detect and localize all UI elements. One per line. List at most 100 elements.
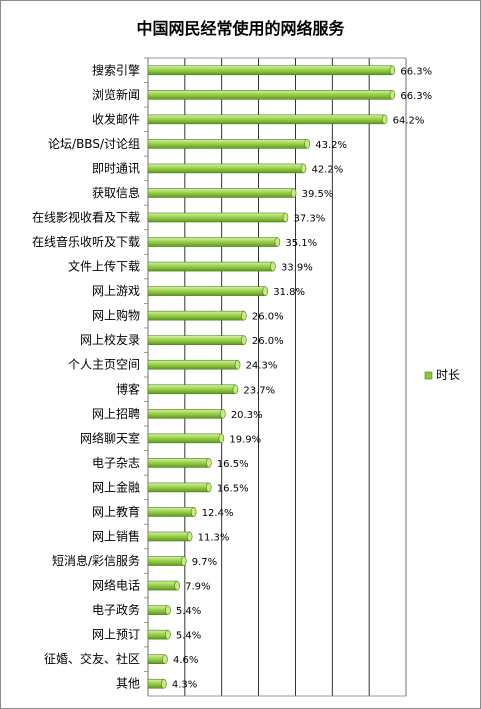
category-label: 在线影视收看及下载 [32,210,140,225]
bar-cap [270,261,276,272]
bar-cap [220,409,226,419]
category-label: 短消息/彩信服务 [52,553,140,568]
chart-title: 中国网民经常使用的网络服务 [136,19,345,38]
bar [147,237,278,247]
bar-cap [241,310,247,321]
data-label: 35.1% [285,238,317,249]
bar [147,139,308,149]
category-label: 其他 [116,677,140,691]
category-label: 电子杂志 [92,456,140,470]
bar [147,212,286,223]
category-label: 即时通讯 [92,161,140,175]
data-label: 16.5% [217,483,249,494]
bar-cap [206,482,212,493]
data-label: 12.4% [202,508,234,519]
bar [147,114,385,125]
bar-cap [162,654,168,664]
category-label: 文件上传下载 [68,259,140,274]
bar-cap [206,458,212,468]
category-label: 网上预订 [92,628,140,642]
bar-cap [180,556,187,566]
data-label: 37.3% [293,214,325,225]
data-label: 20.3% [231,410,263,421]
data-label: 39.5% [302,189,334,200]
bar-cap [381,114,388,125]
bar-cap [241,335,247,345]
data-label: 19.9% [229,434,261,445]
category-label: 网络电话 [92,578,140,593]
bar-cap [282,212,289,223]
bar [147,384,236,395]
data-label: 64.2% [393,115,425,126]
bar [147,65,393,76]
category-label: 收发邮件 [92,111,140,126]
bar-cap [174,580,180,591]
data-label: 5.4% [176,606,201,617]
data-label: 4.3% [172,680,197,691]
category-label: 在线音乐收听及下载 [32,234,140,249]
bar-cap [161,678,167,689]
bar [147,433,222,444]
category-label: 个人主页空间 [68,358,140,372]
bar-cap [218,433,225,444]
bar-cap [304,139,311,149]
category-label: 获取信息 [92,185,140,200]
bar [147,310,245,321]
category-label: 电子政务 [92,602,140,617]
bar [147,335,245,345]
category-label: 论坛/BBS/讨论组 [48,137,140,151]
category-label: 网络聊天室 [80,430,140,445]
bar [147,605,169,615]
data-label: 42.2% [312,164,344,175]
data-label: 26.0% [252,312,284,323]
category-label: 网上购物 [92,308,140,323]
data-label: 26.0% [252,336,284,347]
bar-cap [165,605,171,615]
data-label: 4.6% [173,655,198,666]
data-label: 11.3% [198,533,230,544]
bar [147,188,294,198]
bar-cap [389,90,396,100]
data-label: 33.9% [281,263,313,274]
data-label: 31.8% [273,287,305,298]
bar-cap [300,163,307,174]
data-label: 66.3% [400,66,432,77]
bar [147,629,169,640]
bar [147,163,304,174]
category-label: 网上销售 [92,529,140,544]
category-label: 网上教育 [92,504,140,519]
bar-cap [290,188,297,198]
bar [147,580,178,591]
data-label: 43.2% [315,140,347,151]
bar-cap [232,384,239,395]
data-label: 9.7% [192,557,217,568]
bar [147,90,393,100]
bar-cap [165,629,171,640]
bar [147,507,195,517]
bar-cap [274,237,281,247]
category-label: 征婚、交友、社区 [44,651,140,666]
bar [147,409,224,419]
legend-swatch [424,371,433,380]
data-label: 24.3% [246,361,278,372]
category-label: 网上游戏 [92,284,140,298]
data-label: 23.7% [243,385,275,396]
bar-cap [262,286,269,296]
category-label: 网上金融 [92,479,140,494]
bar [147,359,238,370]
plot-area [147,57,407,697]
category-label: 网上校友录 [80,332,140,347]
bar-cap [186,531,193,542]
category-label: 网上招聘 [92,407,140,421]
category-label: 博客 [116,381,140,396]
bar [147,261,274,272]
bar-cap [190,507,197,517]
data-label: 7.9% [185,582,210,593]
bar-cap [389,65,396,76]
bar [147,482,210,493]
category-label: 浏览新闻 [92,87,140,102]
bar [147,531,190,542]
data-label: 16.5% [217,459,249,470]
